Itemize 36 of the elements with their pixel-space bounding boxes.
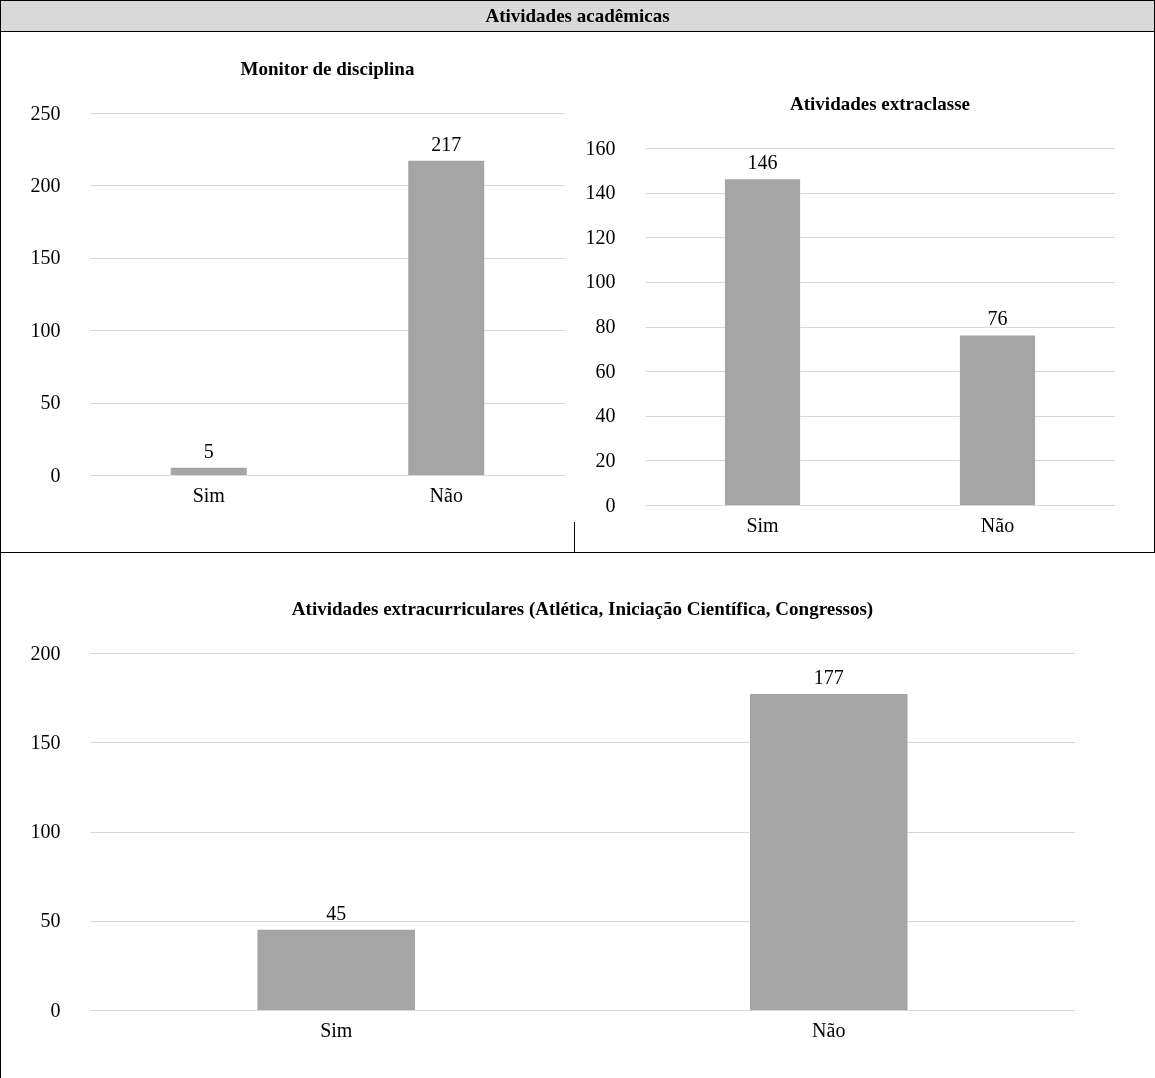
text: Atividades acadêmicas	[0, 0, 1155, 32]
data-label: 146	[747, 151, 778, 174]
data-label: 217	[431, 132, 462, 155]
chart-title: Atividades extracurriculares (Atlética, Iniciação Científica, Congressos)	[291, 598, 874, 620]
y-tick-label: 140	[585, 181, 616, 204]
x-tick-label: Sim	[320, 1018, 353, 1041]
y-tick-label: 20	[595, 448, 616, 471]
y-tick-label: 250	[30, 101, 61, 124]
y-tick-label: 40	[595, 404, 616, 427]
y-tick-label: 150	[30, 246, 61, 269]
chart-title: Atividades extraclasse	[790, 93, 970, 114]
y-tick-label: 0	[50, 463, 61, 486]
data-label: 76	[987, 307, 1008, 330]
y-tick-label: 100	[30, 318, 61, 341]
y-tick-label: 50	[40, 391, 61, 414]
y-tick-label: 60	[595, 359, 616, 382]
data-label: 5	[203, 439, 214, 462]
chart-title: Monitor de disciplina	[240, 58, 415, 79]
x-tick-label: Não	[980, 513, 1015, 536]
y-tick-label: 0	[50, 998, 61, 1021]
y-tick-label: 120	[585, 225, 616, 248]
y-tick-label: 200	[30, 641, 61, 664]
y-tick-label: 100	[30, 820, 61, 842]
data-label: 45	[326, 901, 347, 924]
y-tick-label: 50	[40, 909, 61, 932]
x-tick-label: Não	[429, 483, 463, 506]
y-tick-label: 100	[585, 270, 616, 293]
y-tick-label: 80	[595, 315, 616, 337]
x-tick-label: Sim	[746, 513, 780, 536]
y-tick-label: 0	[605, 493, 616, 516]
data-label: 177	[813, 666, 844, 689]
y-tick-label: 200	[30, 173, 61, 196]
x-tick-label: Não	[812, 1018, 846, 1041]
y-tick-label: 150	[30, 730, 61, 753]
x-tick-label: Sim	[192, 483, 226, 506]
y-tick-label: 160	[585, 136, 616, 159]
